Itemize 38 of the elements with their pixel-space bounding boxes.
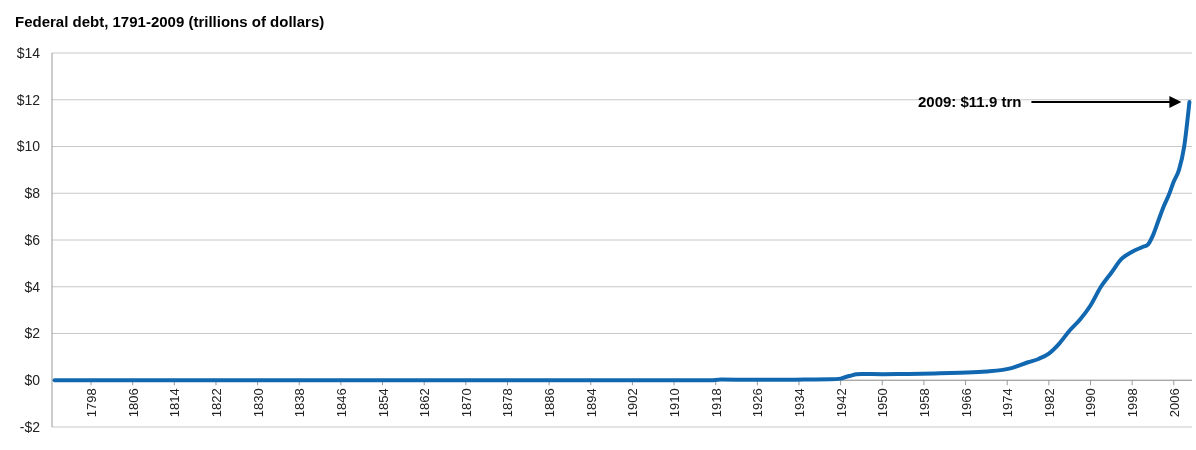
- x-tick-label: 1846: [333, 388, 349, 418]
- y-tick-label: $8: [24, 185, 41, 202]
- x-tick-label: 1830: [250, 388, 266, 418]
- x-tick-label: 1798: [84, 388, 100, 418]
- chart-title: Federal debt, 1791-2009 (trillions of dollars): [15, 13, 325, 30]
- x-tick-label: 1838: [292, 388, 308, 418]
- x-tick-label: 1998: [1125, 388, 1141, 418]
- x-tick-label: 1894: [583, 388, 599, 418]
- y-tick-label: $14: [16, 44, 41, 61]
- y-tick-label: $10: [16, 138, 41, 155]
- x-tick-label: 1822: [208, 388, 224, 418]
- x-tick-label: 1966: [958, 388, 974, 418]
- x-tick-label: 1918: [708, 388, 724, 418]
- annotation: 2009: $11.9 trn: [917, 93, 1022, 111]
- x-tick-label: 1886: [542, 388, 558, 418]
- x-tick-label: 1814: [167, 388, 183, 418]
- y-tick-label: $4: [24, 278, 41, 295]
- y-tick-label: -$2: [19, 418, 41, 435]
- x-tick-label: 2006: [1166, 388, 1182, 418]
- x-tick-label: 1942: [833, 388, 849, 418]
- x-tick-label: 1950: [875, 388, 891, 418]
- x-tick-label: 1990: [1083, 388, 1099, 418]
- y-tick-label: $6: [24, 231, 41, 248]
- x-tick-label: 1974: [1000, 388, 1016, 418]
- x-tick-label: 1910: [667, 388, 683, 418]
- x-tick-label: 1878: [500, 388, 516, 418]
- y-tick-label: $0: [24, 372, 41, 389]
- x-tick-label: 1934: [791, 388, 807, 418]
- x-tick-label: 1854: [375, 388, 391, 418]
- x-tick-label: 1806: [125, 388, 141, 418]
- x-tick-label: 1926: [750, 388, 766, 418]
- y-tick-label: $2: [24, 325, 41, 342]
- x-tick-label: 1982: [1041, 388, 1057, 418]
- x-tick-label: 1902: [625, 388, 641, 418]
- y-tick-label: $12: [16, 91, 41, 108]
- x-tick-label: 1862: [417, 388, 433, 418]
- x-tick-label: 1958: [916, 388, 932, 418]
- x-tick-label: 1870: [458, 388, 474, 418]
